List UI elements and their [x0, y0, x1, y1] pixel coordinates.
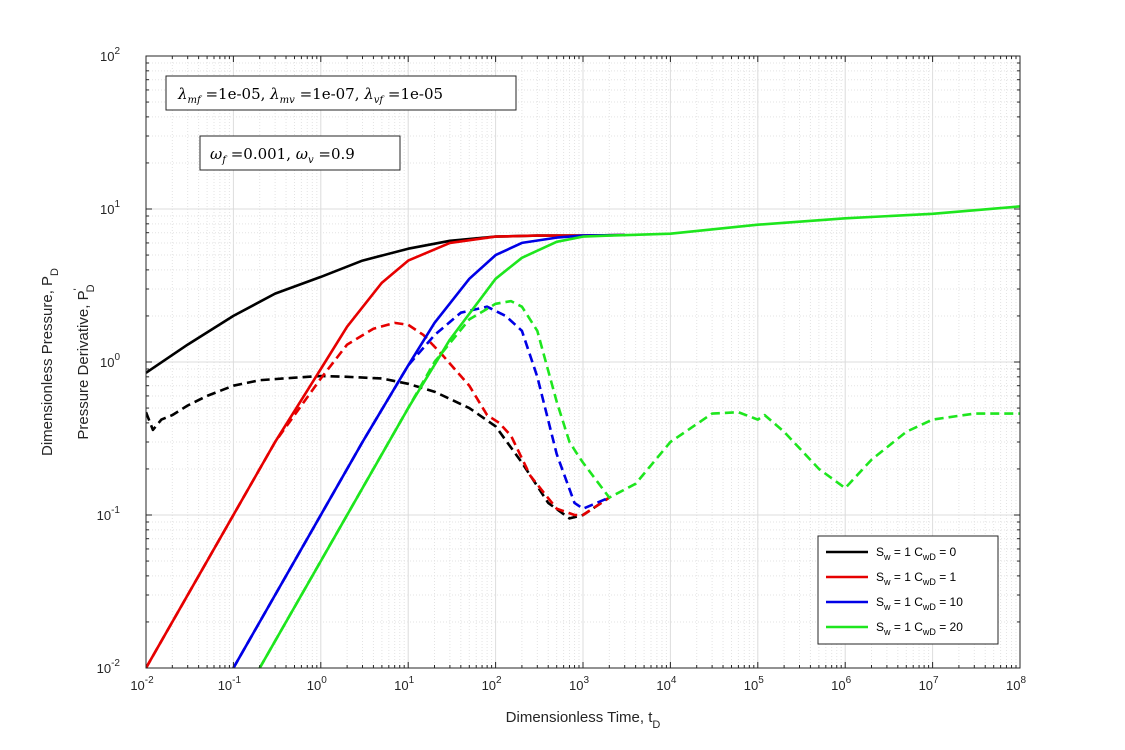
annotation-box-lambda: λmf =1e-05, λmv =1e-07, λvf =1e-05 — [165, 75, 517, 111]
x-tick-labels: 10-2 10-1 100 101 102 103 104 105 106 107 108 — [130, 675, 1026, 693]
annotation-omega-text: ωf =0.001, ωv =0.9 — [210, 145, 355, 166]
derivative-line-3 — [258, 299, 1020, 668]
x-tick-label: 107 — [919, 675, 939, 693]
x-tick-label: 102 — [482, 675, 502, 693]
x-tick-label: 101 — [394, 675, 414, 693]
legend-label: Sw = 1 CwD = 1 — [876, 570, 957, 587]
annotation-box-omega: ωf =0.001, ωv =0.9 — [199, 135, 401, 171]
annotation-lambda-text: λmf =1e-05, λmv =1e-07, λvf =1e-05 — [177, 85, 443, 106]
y-tick-label: 102 — [100, 46, 120, 64]
pressure-line-1 — [146, 233, 625, 668]
pressure-line-2 — [232, 233, 625, 668]
legend-label: Sw = 1 CwD = 10 — [876, 595, 963, 612]
ticks — [145, 55, 1021, 669]
x-tick-label: 106 — [831, 675, 851, 693]
y-axis-label-2: Pressure Derivative, P'D — [72, 284, 97, 439]
x-tick-label: 10-1 — [218, 675, 242, 693]
y-tick-labels: 10-2 10-1 100 101 102 — [97, 46, 121, 676]
x-tick-label: 100 — [307, 675, 327, 693]
x-tick-label: 10-2 — [130, 675, 154, 693]
legend-label: Sw = 1 CwD = 0 — [876, 545, 957, 562]
x-tick-label: 103 — [569, 675, 589, 693]
legend-label: Sw = 1 CwD = 20 — [876, 620, 963, 637]
legend: Sw = 1 CwD = 0 Sw = 1 CwD = 1 Sw = 1 CwD =… — [817, 535, 999, 645]
y-tick-label: 10-2 — [97, 658, 121, 676]
derivative-line-1 — [146, 321, 611, 668]
x-tick-label: 108 — [1006, 675, 1026, 693]
y-tick-label: 101 — [100, 199, 120, 217]
x-tick-label: 105 — [744, 675, 764, 693]
y-axis-label-1: Dimensionless Pressure, PD — [39, 268, 61, 456]
derivative-line-2 — [232, 305, 610, 668]
series-group — [146, 205, 1020, 668]
derivative-line-0 — [146, 374, 611, 520]
x-tick-label: 104 — [656, 675, 676, 693]
pressure-line-3 — [258, 205, 1020, 668]
x-axis-label: Dimensionless Time, tD — [506, 709, 661, 731]
y-tick-label: 10-1 — [97, 505, 121, 523]
y-tick-label: 100 — [100, 352, 120, 370]
